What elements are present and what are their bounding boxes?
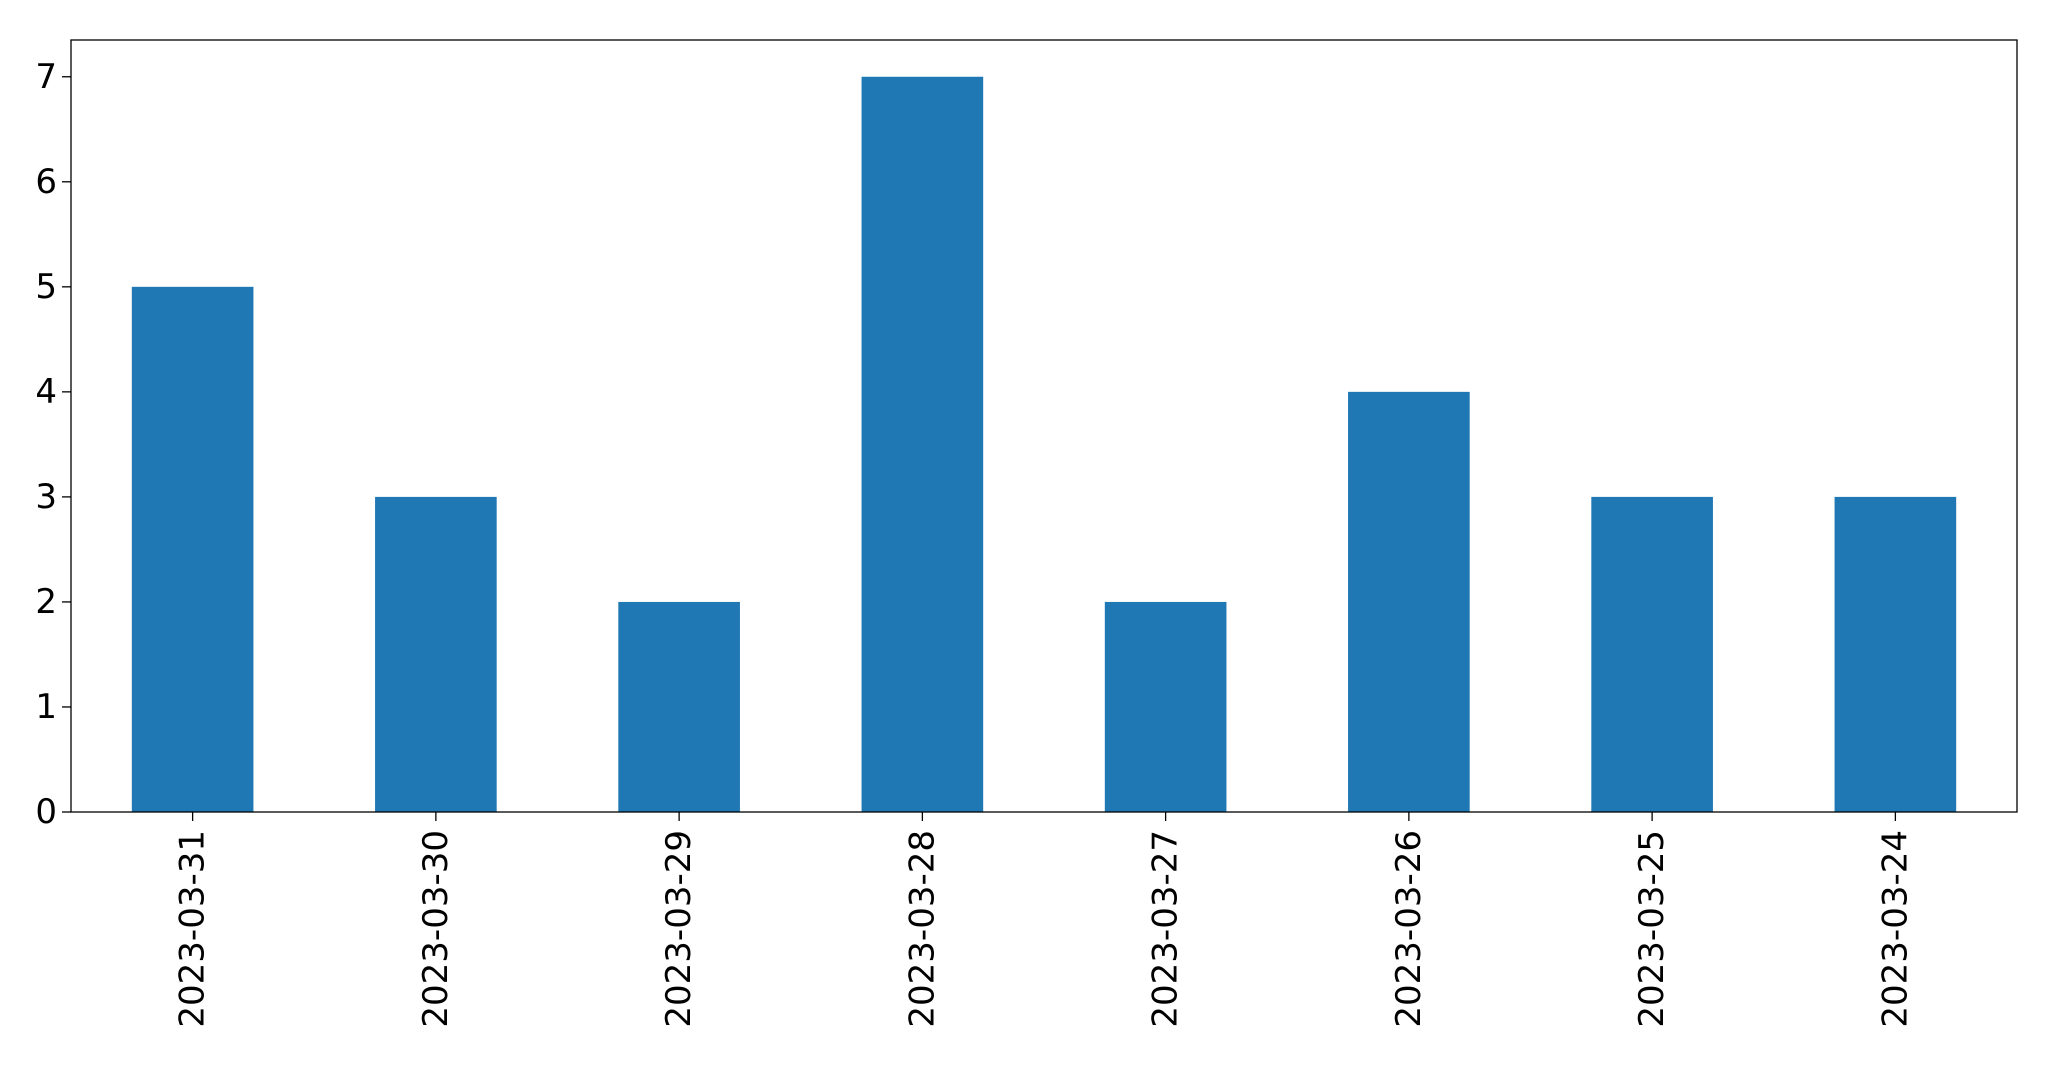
x-tick-label: 2023-03-28 — [902, 830, 942, 1028]
y-tick-label: 4 — [35, 372, 57, 412]
x-axis: 2023-03-31 2023-03-30 2023-03-29 2023-03-28… — [173, 812, 1915, 1028]
bar-2023-03-24 — [1834, 496, 1957, 812]
y-tick-label: 1 — [35, 687, 57, 727]
bar-2023-03-27 — [1104, 601, 1227, 812]
y-tick-label: 5 — [35, 267, 57, 307]
bar-2023-03-28 — [861, 76, 984, 812]
x-tick-label: 2023-03-24 — [1875, 830, 1915, 1028]
y-tick-label: 0 — [35, 792, 57, 832]
y-tick-label: 3 — [35, 477, 57, 517]
plot-area-frame — [70, 39, 2018, 813]
x-tick-label: 2023-03-25 — [1632, 830, 1672, 1028]
bars-layer — [131, 76, 1957, 812]
y-tick-label: 6 — [35, 162, 57, 202]
y-tick-label: 2 — [35, 582, 57, 622]
bar-2023-03-25 — [1591, 496, 1713, 812]
x-tick-label: 2023-03-30 — [416, 830, 456, 1028]
x-tick-label: 2023-03-27 — [1146, 830, 1186, 1028]
bar-2023-03-31 — [131, 286, 254, 812]
bar-2023-03-26 — [1348, 391, 1470, 812]
y-tick-label: 7 — [35, 57, 57, 97]
bar-2023-03-30 — [375, 496, 497, 812]
x-tick-label: 2023-03-31 — [173, 830, 213, 1028]
bar-2023-03-29 — [618, 601, 740, 812]
x-tick-label: 2023-03-29 — [659, 830, 699, 1028]
y-axis: 0 1 2 3 4 5 6 7 — [35, 57, 71, 832]
x-tick-label: 2023-03-26 — [1389, 830, 1429, 1028]
